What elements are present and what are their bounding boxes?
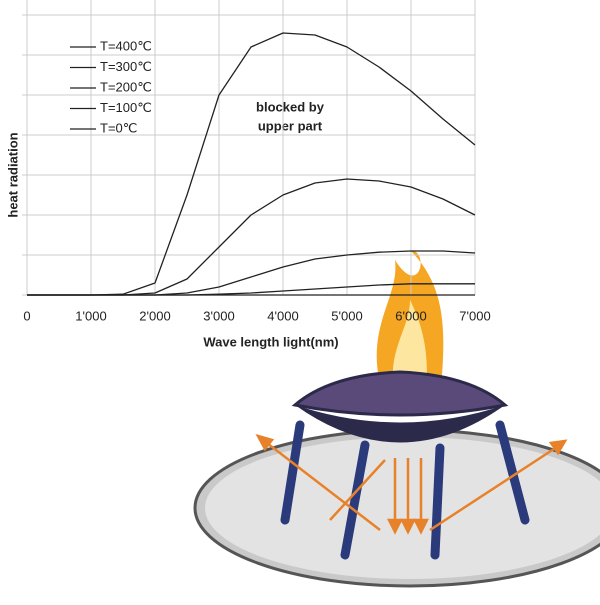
x-tick-label: 4'000 — [267, 308, 298, 323]
annotation: blocked by — [256, 99, 325, 114]
x-tick-label: 2'000 — [139, 308, 170, 323]
x-tick-label: 1'000 — [75, 308, 106, 323]
legend-label: T=100℃ — [100, 100, 152, 115]
legend-label: T=300℃ — [100, 59, 152, 74]
series-line — [27, 32, 476, 296]
y-axis-label: heat radiation — [5, 132, 20, 217]
legend-label: T=0℃ — [100, 120, 137, 135]
legend-label: T=200℃ — [100, 79, 152, 94]
annotation: upper part — [258, 118, 323, 133]
x-axis-label: Wave length light(nm) — [203, 334, 338, 349]
x-tick-label: 0 — [23, 308, 30, 323]
x-tick-label: 6'000 — [395, 308, 426, 323]
legend-label: T=400℃ — [100, 38, 152, 53]
x-tick-label: 5'000 — [331, 308, 362, 323]
x-tick-label: 7'000 — [459, 308, 490, 323]
fire-pit-photo — [193, 250, 600, 588]
x-tick-label: 3'000 — [203, 308, 234, 323]
